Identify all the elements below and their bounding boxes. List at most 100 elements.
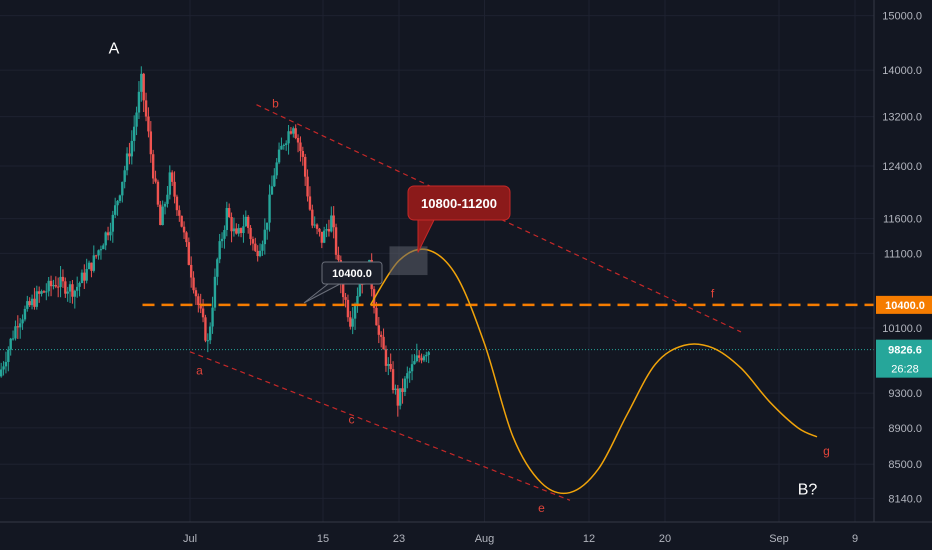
candle-body bbox=[40, 291, 43, 294]
candle-body bbox=[249, 227, 252, 240]
level-callout-label: 10400.0 bbox=[332, 268, 372, 280]
candle-body bbox=[125, 153, 129, 171]
price-tick-label: 8900.0 bbox=[888, 423, 922, 435]
candle-body bbox=[54, 285, 58, 287]
candle-body bbox=[9, 338, 12, 350]
candle-body bbox=[78, 283, 81, 287]
candle-body bbox=[132, 126, 136, 141]
candle-body bbox=[204, 317, 207, 341]
time-tick-label: 20 bbox=[659, 533, 671, 545]
candle-body bbox=[85, 269, 88, 281]
candle-body bbox=[358, 284, 362, 296]
candle-body bbox=[109, 231, 112, 236]
candle-body bbox=[187, 242, 191, 265]
candle-body bbox=[254, 243, 257, 251]
price-tick-label: 11100.0 bbox=[884, 248, 922, 260]
candle-body bbox=[168, 172, 172, 195]
candle-body bbox=[284, 143, 288, 145]
candle-body bbox=[71, 284, 74, 297]
candle-body bbox=[320, 231, 324, 243]
candle-body bbox=[242, 226, 245, 234]
candle-body bbox=[170, 172, 174, 182]
candle-body bbox=[28, 301, 31, 306]
candle-body bbox=[344, 297, 347, 300]
candle-body bbox=[353, 305, 357, 319]
candle-body bbox=[11, 338, 15, 340]
candle-body bbox=[251, 239, 255, 244]
time-tick-label: 9 bbox=[852, 533, 858, 545]
candle-body bbox=[244, 216, 248, 227]
price-axis-background bbox=[874, 0, 932, 550]
callouts[interactable]: 10800-11200 10400.0 bbox=[303, 185, 511, 304]
candle-body bbox=[417, 355, 421, 358]
candle-body bbox=[180, 215, 183, 227]
candle-body bbox=[18, 323, 22, 328]
candle-body bbox=[427, 352, 430, 355]
candle-body bbox=[261, 244, 264, 251]
candle-body bbox=[313, 224, 316, 226]
candle-body bbox=[192, 277, 195, 291]
time-tick-label: Jul bbox=[183, 533, 197, 545]
price-tick-label: 11600.0 bbox=[883, 214, 922, 226]
candle-body bbox=[235, 228, 238, 234]
candle-body bbox=[128, 153, 131, 157]
candle-body bbox=[140, 73, 143, 92]
candle-body bbox=[223, 229, 226, 239]
candle-body bbox=[199, 304, 202, 309]
candle-body bbox=[137, 91, 141, 113]
candle-body bbox=[178, 210, 181, 216]
candle-body bbox=[66, 291, 69, 294]
candle-body bbox=[21, 319, 24, 324]
candles bbox=[0, 66, 430, 417]
candle-body bbox=[161, 206, 164, 226]
candle-body bbox=[334, 227, 338, 255]
target-zone[interactable] bbox=[389, 246, 428, 276]
candle-body bbox=[144, 100, 148, 117]
candle-body bbox=[422, 356, 426, 361]
candle-body bbox=[327, 229, 331, 232]
candle-body bbox=[49, 280, 53, 287]
candle-body bbox=[37, 291, 41, 294]
wave-label-c: c bbox=[349, 412, 355, 426]
candle-body bbox=[299, 142, 302, 151]
candle-body bbox=[341, 283, 345, 298]
candle-body bbox=[118, 195, 122, 201]
candle-body bbox=[230, 216, 233, 232]
candle-body bbox=[35, 291, 39, 307]
candle-body bbox=[182, 226, 186, 233]
candle-body bbox=[406, 373, 409, 379]
candle-body bbox=[26, 301, 29, 309]
candle-body bbox=[396, 388, 400, 406]
wave-label-b: b bbox=[272, 97, 279, 111]
candle-body bbox=[384, 349, 388, 366]
candle-body bbox=[154, 178, 157, 182]
candle-body bbox=[351, 318, 354, 327]
candle-body bbox=[246, 216, 250, 228]
candle-body bbox=[425, 354, 428, 357]
candle-body bbox=[206, 340, 210, 342]
candle-body bbox=[387, 364, 390, 366]
candle-body bbox=[97, 250, 100, 256]
candle-body bbox=[213, 276, 217, 308]
candle-body bbox=[265, 222, 269, 230]
candle-body bbox=[292, 128, 295, 134]
candle-body bbox=[375, 307, 378, 326]
candle-body bbox=[30, 298, 34, 306]
range-callout-box bbox=[407, 185, 511, 221]
candle-body bbox=[216, 259, 219, 277]
candle-body bbox=[99, 249, 103, 251]
price-tick-label: 9300.0 bbox=[888, 388, 922, 400]
candle-body bbox=[173, 181, 176, 197]
candle-body bbox=[413, 361, 416, 365]
level-price-tag bbox=[876, 295, 932, 314]
countdown-label: 26:28 bbox=[891, 364, 919, 376]
candle-body bbox=[102, 245, 105, 250]
projection-path[interactable] bbox=[369, 248, 818, 495]
candle-body bbox=[33, 298, 36, 307]
candle-body bbox=[194, 290, 198, 297]
candle-body bbox=[379, 334, 383, 337]
candle-body bbox=[185, 232, 188, 243]
wave-label-f: f bbox=[711, 286, 715, 300]
price-tick-label: 14000.0 bbox=[882, 65, 922, 77]
